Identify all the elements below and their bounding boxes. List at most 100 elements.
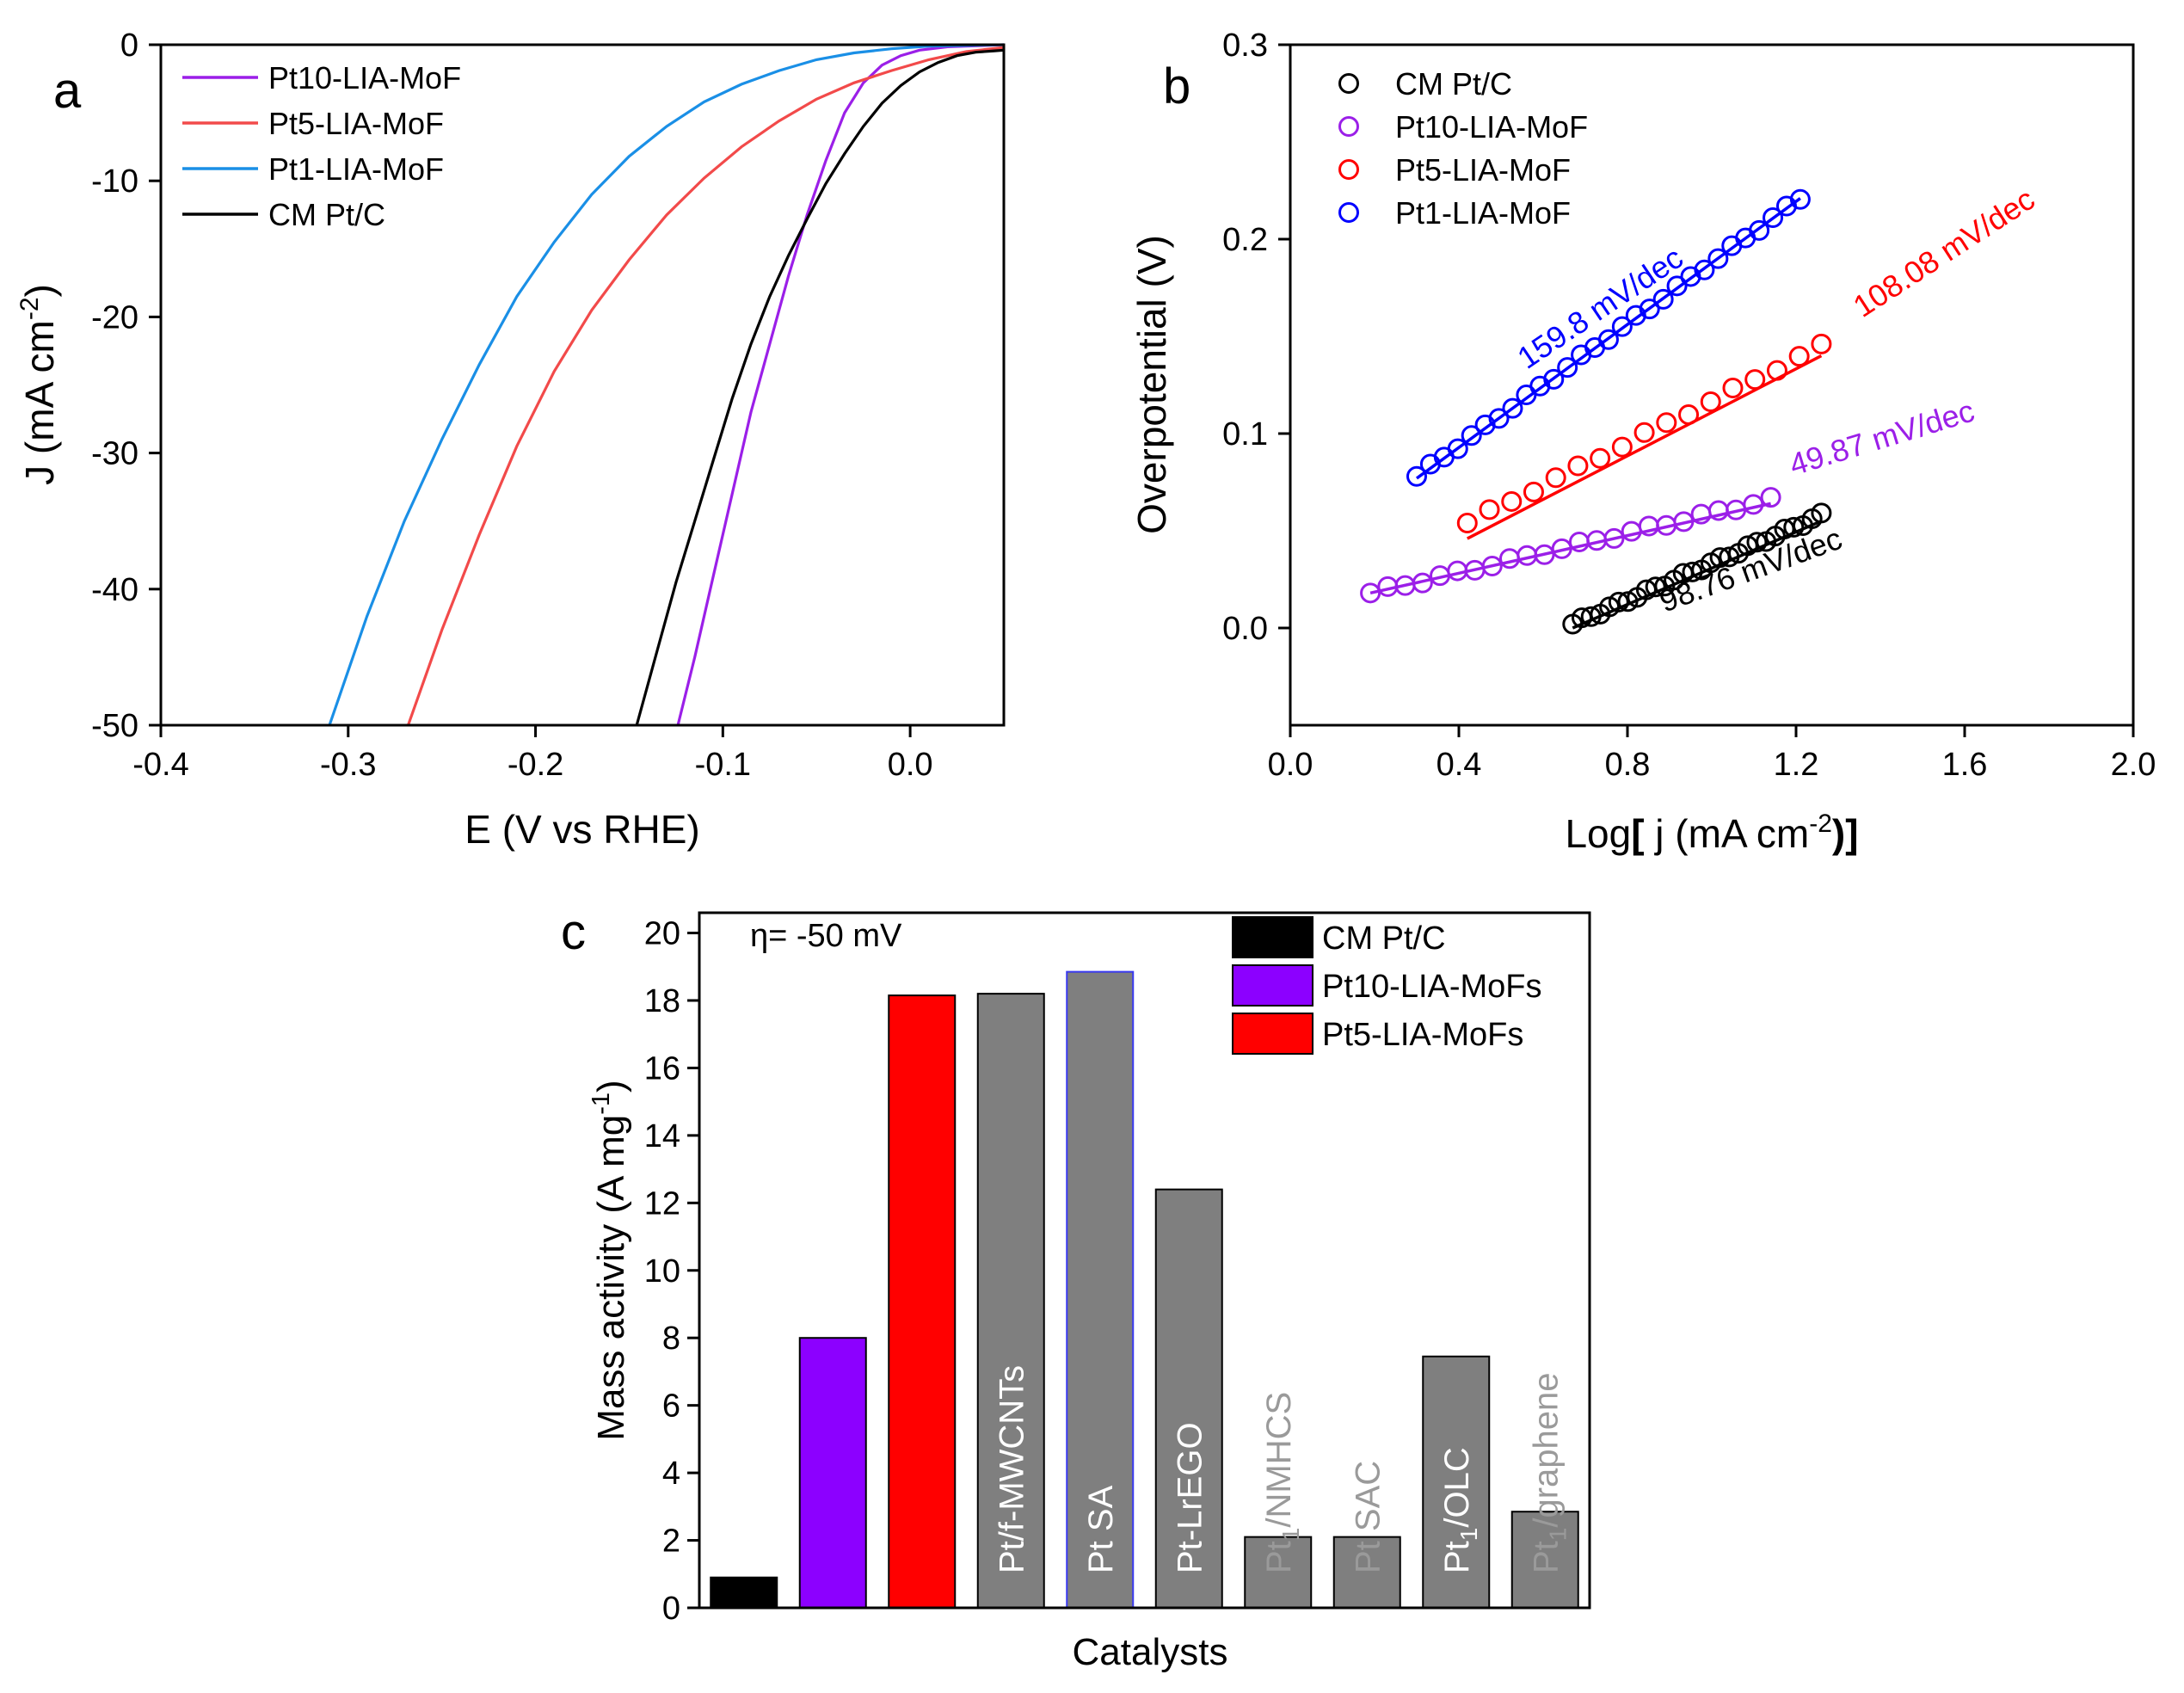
x-tick-label: 0.0 [888,747,933,783]
data-point [1633,422,1655,443]
legend-marker [1338,116,1359,137]
x-tick-label: -0.4 [132,747,188,783]
data-point [1360,582,1381,604]
legend-swatch [1232,964,1313,1007]
bar [1422,1355,1491,1609]
y-tick-label: 6 [662,1388,680,1425]
data-point [1523,481,1544,502]
y-tick-label: 12 [644,1185,680,1222]
data-point [1557,357,1578,379]
series-line-2 [328,43,1005,726]
x-tick-label: 0.4 [1437,747,1482,783]
legend-label: Pt10-LIA-MoF [1395,109,1588,145]
bar-label: Pt1/OLC [1438,1447,1482,1573]
data-point [1766,360,1787,381]
x-tick-label: 1.2 [1774,747,1819,783]
y-tick-label: 8 [662,1321,680,1357]
data-point [1638,515,1659,537]
data-point [1412,572,1433,594]
legend-label: Pt5-LIA-MoFs [1322,1017,1523,1053]
legend-label: Pt5-LIA-MoF [1395,152,1571,188]
data-point [1639,299,1660,320]
x-tick-label: 0.0 [1268,747,1313,783]
bar [976,993,1045,1609]
bar-label: Pt1/graphene [1527,1372,1571,1573]
y-tick-label: -20 [91,299,138,336]
x-tick-label: -0.2 [508,747,563,783]
bar [710,1576,778,1609]
panel-a-legend: Pt10-LIA-MoF Pt5-LIA-MoF Pt1-LIA-MoF CM Pt/… [182,60,461,232]
panel-a-x-axis-label: E (V vs RHE) [464,807,699,852]
y-tick-label: 0.3 [1222,28,1268,64]
data-point [1788,346,1810,367]
data-point [1652,288,1674,310]
legend-label: Pt1-LIA-MoF [268,151,444,187]
legend-label: Pt10-LIA-MoFs [1322,969,1542,1005]
data-point [1763,207,1784,229]
bar-label: Pt/f-MWCNTs [993,1365,1030,1573]
panel-c-x-axis-label: Catalysts [1073,1631,1228,1673]
y-tick-label: -50 [91,708,138,744]
y-tick-label: 16 [644,1050,680,1087]
y-tick-label: 20 [644,916,680,952]
data-point [1722,378,1744,399]
data-point [1499,548,1521,569]
data-point [1645,576,1666,598]
data-point [1456,512,1478,533]
bar [1244,1536,1313,1610]
y-tick-label: 0 [120,28,138,64]
bar [1510,1511,1579,1610]
data-point [1743,494,1764,515]
panel-a-label: a [53,63,82,119]
bar [798,1337,867,1610]
y-tick-label: 10 [644,1253,680,1290]
data-point [1749,219,1770,241]
legend-label: CM Pt/C [1322,920,1446,957]
legend-label: CM Pt/C [1395,66,1512,102]
data-point [1709,547,1731,569]
panel-c-condition-label: η= -50 mV [750,918,902,954]
data-point [1621,520,1642,542]
data-point [1783,516,1805,538]
data-point [1608,591,1629,613]
fit-line-2 [1466,354,1823,540]
bar [888,994,957,1609]
data-point [1811,333,1832,354]
bar [1066,970,1135,1609]
y-tick-label: 2 [662,1524,680,1560]
data-point [1707,248,1729,269]
x-tick-label: 1.6 [1942,747,1988,783]
data-point [1502,397,1523,419]
legend-swatch [1232,1013,1313,1055]
data-point [1789,188,1811,210]
data-point [1461,425,1482,446]
data-point [1611,316,1633,337]
bar-label: Pt-LrEGO [1171,1422,1209,1573]
panel-c-y-axis-label: Mass activity (A mg-1) [588,1080,632,1440]
panel-c-mass-activity-chart: c Pt/f-MWCNTs Pt SA Pt-LrEGO Pt1/NMHCS Pt SA… [561,904,1591,1673]
panel-a-lsv-chart: a -0.4 -0.3 -0.2 -0.1 0.0 0 -10 -20 -30 -40 -50 Pt… [15,28,1006,852]
legend-swatch [1232,916,1313,958]
data-point [1488,408,1510,429]
y-tick-label: 18 [644,983,680,1019]
fit-line-3 [1415,197,1801,480]
data-point [1673,511,1695,533]
panel-b-label: b [1163,58,1190,114]
panel-b-y-axis-label: Overpotential (V) [1129,235,1174,534]
legend-marker [1338,73,1359,94]
y-tick-label: 0 [662,1591,680,1627]
data-point [1597,329,1619,350]
bar-label: Pt SAC [1349,1461,1387,1573]
data-point [1568,532,1590,553]
legend-marker [1338,159,1359,180]
y-tick-label: -40 [91,572,138,608]
legend-marker [1338,202,1359,223]
data-point [1447,438,1468,459]
data-point [1603,527,1625,549]
data-point [1694,259,1715,280]
panel-b-legend: CM Pt/C Pt10-LIA-MoF Pt5-LIA-MoF Pt1-LIA-Mo… [1338,66,1588,231]
data-point [1545,467,1566,489]
legend-label: Pt1-LIA-MoF [1395,195,1571,231]
data-point [1744,369,1766,391]
